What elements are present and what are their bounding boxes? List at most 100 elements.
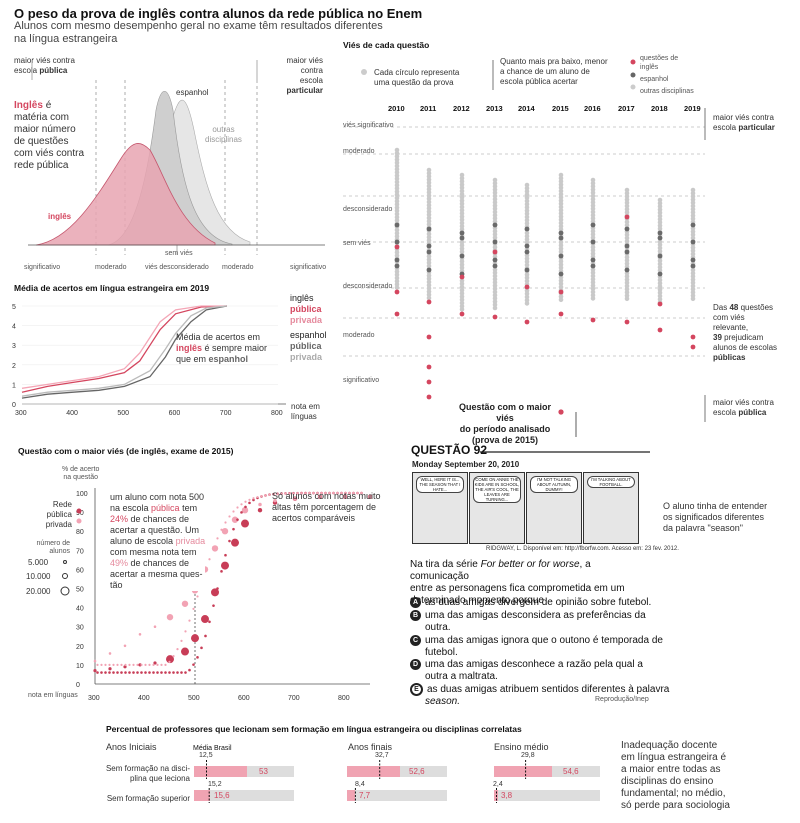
vies-dot-outras (624, 210, 630, 215)
vies-year-label: 2017 (618, 104, 635, 113)
questao-dot-privada (344, 491, 347, 495)
comic-bubble-3: I'M NOT TALKING ABOUT AUTUMN, DUMMY! (530, 476, 578, 493)
vies-dot-outras (590, 232, 596, 237)
vies-dot-ingles (624, 214, 630, 220)
vies-dot-outras (492, 203, 498, 208)
vies-dot-outras (657, 296, 663, 302)
vies-dot-outras (624, 238, 630, 244)
vies-dot-outras (492, 305, 498, 311)
vies-dot-outras (624, 261, 630, 266)
questao-dot-publica (148, 671, 151, 674)
vies-dot-outras (492, 302, 498, 308)
vies-dot-ingles (459, 311, 465, 317)
vies-dot-outras (524, 297, 530, 303)
vies-dot-outras (492, 273, 498, 279)
prof-bar-1-2 (347, 766, 400, 777)
questao-dot-privada (284, 492, 287, 495)
vies-dot-outras (624, 293, 630, 298)
vies-dot-outras (492, 196, 498, 202)
questao-dot-privada (168, 660, 171, 663)
density-axis-significativo-left: significativo (24, 264, 61, 271)
vies-dot-outras (492, 228, 498, 234)
vies-dot-outras (459, 300, 465, 306)
media-y-tick: 4 (12, 324, 16, 331)
vies-dot-outras (558, 207, 564, 213)
vies-dot-outras (690, 210, 696, 215)
vies-dot-outras (558, 249, 564, 255)
vies-dot-outras (459, 239, 465, 245)
questao-dot-privada (164, 663, 167, 667)
vies-dot-outras (657, 280, 663, 286)
vies-dot-outras (558, 294, 564, 299)
questao-size-small (63, 560, 67, 564)
vies-right-bottom: maior viés contra escola pública (713, 398, 774, 417)
questao-dot-privada (184, 630, 187, 633)
vies-dot-ingles (426, 334, 432, 340)
questao-dot-privada (96, 663, 99, 667)
vies-dot-outras (590, 180, 596, 186)
vies-dot-outras (492, 292, 498, 298)
vies-dot-outras (558, 185, 564, 191)
questao-x-tick: 700 (288, 695, 300, 702)
vies-dot-outras (590, 286, 596, 292)
vies-dot-outras (492, 209, 498, 215)
vies-dot-outras (657, 258, 663, 264)
vies-dot-outras (524, 182, 530, 188)
media-y-tick: 5 (12, 304, 16, 311)
vies-row-label-1: viés significativo (343, 122, 394, 129)
comic-bubble-2: COME ON ANNIE THE KIDS ARE IN SCHOOL, TH… (473, 476, 521, 503)
prof-group-2: Anos finais (348, 742, 393, 752)
comic-bubble-4: I'M TALKING ABOUT FOOTBALL. (587, 476, 635, 488)
vies-dot-ingles (657, 301, 663, 307)
vies-dot-outras (492, 244, 498, 250)
questao-dot-privada (220, 528, 223, 531)
vies-dot-outras (394, 195, 400, 201)
vies-dot-outras (426, 218, 432, 224)
vies-dot-espanhol (624, 226, 630, 232)
questao-dot-privada (93, 659, 97, 663)
vies-dot-espanhol (524, 226, 530, 232)
vies-dot-ingles (624, 319, 630, 325)
page-title: O peso da prova de inglês contra alunos … (14, 6, 423, 21)
q92-title-rule (480, 451, 650, 453)
vies-dot-outras (426, 206, 432, 211)
questao-dot-privada (252, 497, 255, 500)
questao-dot-privada (152, 663, 155, 667)
vies-dot-outras (394, 166, 400, 172)
vies-dot-outras (492, 283, 498, 288)
vies-dot-outras (524, 198, 530, 204)
vies-dot-outras (524, 240, 530, 245)
vies-dot-outras (459, 195, 465, 200)
vies-year-label: 2018 (651, 104, 668, 113)
density-label-espanhol: espanhol (176, 88, 209, 97)
vies-dot-outras (558, 201, 564, 207)
vies-dot-outras (492, 206, 498, 212)
vies-dot-outras (426, 177, 432, 182)
vies-dot-outras (426, 186, 432, 192)
questao-dot-publica (93, 669, 97, 673)
vies-dot-outras (459, 259, 465, 264)
questao-dot-privada (148, 663, 151, 667)
vies-dot-outras (394, 234, 400, 239)
vies-dot-outras (624, 286, 630, 292)
vies-dot-outras (524, 230, 530, 236)
vies-dot-outras (657, 284, 663, 289)
questao-dot-privada (211, 545, 219, 552)
vies-dot-outras (394, 275, 400, 281)
questao-dot-privada (180, 639, 183, 643)
vies-dot-outras (657, 223, 663, 228)
vies-dot-outras (690, 274, 696, 279)
media-note: Média de acertos em inglês é sempre maio… (176, 332, 268, 364)
vies-dot-outras (426, 289, 432, 294)
vies-dot-ingles (426, 379, 432, 385)
questao-dot-privada (128, 663, 131, 667)
vies-row-label-2: moderado (343, 148, 375, 155)
vies-dot-outras (558, 182, 564, 187)
vies-dot-outras (690, 245, 696, 250)
vies-row-label-3: desconsiderado (343, 206, 393, 213)
questao-dot-privada (304, 492, 307, 495)
questao-ylabel: % de acerto na questão (62, 466, 100, 481)
questao-dot-privada (328, 491, 331, 495)
questao-dot-privada (140, 663, 143, 667)
vies-dot-outras (524, 201, 530, 207)
